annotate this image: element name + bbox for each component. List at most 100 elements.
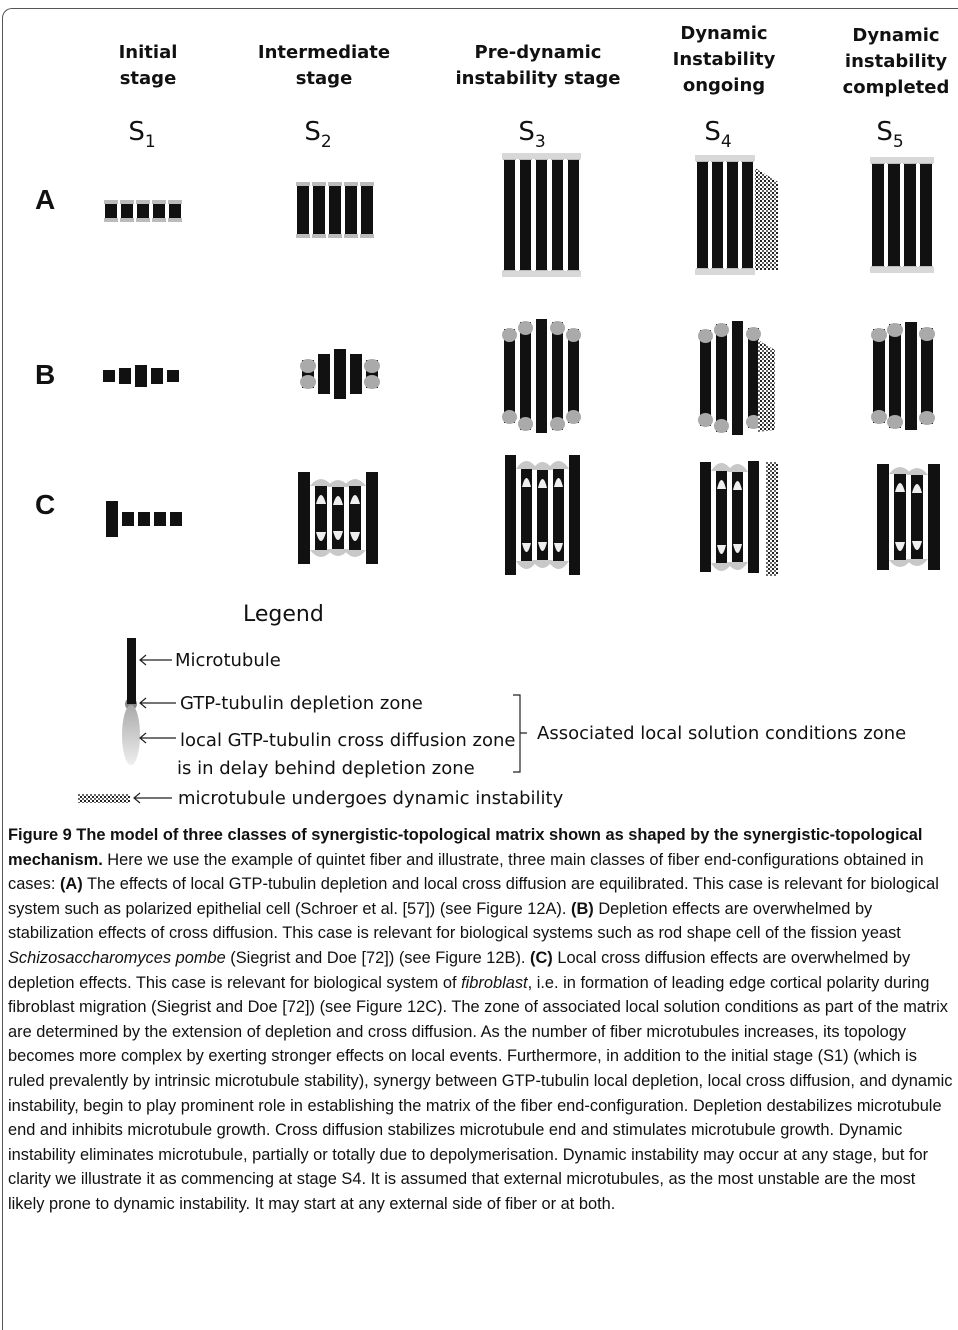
depletion-zone bbox=[502, 328, 517, 342]
depletion-zone bbox=[120, 218, 134, 222]
depletion-zone bbox=[300, 359, 316, 373]
depletion-zone bbox=[152, 218, 166, 222]
caption-text: , i.e. in formation of leading edge cort… bbox=[8, 974, 952, 1213]
fiber-bundle bbox=[700, 461, 778, 576]
fiber-bundle bbox=[877, 464, 940, 570]
microtubule bbox=[568, 159, 579, 271]
fiber-bundle bbox=[695, 155, 778, 275]
microtubule bbox=[697, 161, 708, 269]
figure-caption: Figure 9 The model of three classes of s… bbox=[8, 823, 954, 1217]
depletion-zone bbox=[312, 234, 326, 238]
microtubule bbox=[105, 203, 117, 219]
diffusion-zone bbox=[889, 467, 911, 474]
microtubule bbox=[154, 512, 166, 526]
microtubule bbox=[121, 203, 133, 219]
depletion-zone bbox=[919, 327, 935, 341]
stage-base: S bbox=[128, 117, 145, 147]
caption-text: (A) bbox=[60, 875, 83, 893]
microtubule bbox=[905, 322, 917, 430]
depletion-zone bbox=[104, 218, 118, 222]
depletion-zone bbox=[518, 417, 533, 431]
microtubule bbox=[298, 472, 310, 564]
column-title: ongoing bbox=[683, 75, 765, 96]
legend-text: Microtubule bbox=[175, 650, 281, 671]
diffusion-zone bbox=[310, 479, 332, 486]
diffusion-zone bbox=[548, 461, 569, 469]
caption-text: (Siegrist and Doe [72]) (see Figure 12B)… bbox=[226, 949, 530, 967]
depletion-zone bbox=[328, 234, 342, 238]
caption-text: fibroblast bbox=[461, 974, 528, 992]
diffusion-zone bbox=[889, 560, 911, 567]
fiber-bundle bbox=[505, 455, 580, 575]
microtubule bbox=[712, 161, 723, 269]
microtubule bbox=[334, 349, 346, 399]
stage-sub: 5 bbox=[893, 132, 904, 152]
microtubule bbox=[137, 203, 149, 219]
microtubule bbox=[329, 185, 341, 235]
depletion-zone bbox=[300, 375, 316, 389]
depletion-zone bbox=[566, 410, 581, 424]
depletion-zone bbox=[871, 410, 887, 424]
fiber-bundle bbox=[300, 349, 380, 399]
fiber-bundle bbox=[106, 501, 182, 537]
microtubule bbox=[350, 354, 362, 394]
microtubule bbox=[504, 329, 515, 423]
microtubule bbox=[889, 324, 901, 428]
microtubule bbox=[103, 370, 115, 382]
microtubule bbox=[888, 163, 900, 267]
row-label: C bbox=[35, 489, 55, 520]
column-title: stage bbox=[120, 68, 177, 89]
diffusion-zone bbox=[727, 464, 748, 472]
dynamic-instability bbox=[758, 340, 775, 432]
stage-label: S2 bbox=[304, 117, 331, 152]
diffusion-zone bbox=[906, 559, 928, 566]
fiber-bundle bbox=[502, 153, 581, 277]
depletion-zone bbox=[518, 321, 533, 335]
row-label: A bbox=[35, 184, 55, 215]
microtubule bbox=[345, 185, 357, 235]
depletion-zone bbox=[502, 271, 581, 277]
microtubule bbox=[748, 328, 759, 428]
microtubule bbox=[366, 472, 378, 564]
fiber-bundle bbox=[296, 182, 374, 238]
column-title: stage bbox=[296, 68, 353, 89]
microtubule bbox=[552, 322, 563, 430]
stage-label: S1 bbox=[128, 117, 155, 152]
depletion-zone bbox=[152, 200, 166, 204]
legend-diffusion bbox=[122, 705, 140, 765]
legend-arrows bbox=[134, 655, 527, 803]
diffusion-zone bbox=[310, 550, 332, 557]
legend-title: Legend bbox=[243, 602, 324, 627]
microtubule bbox=[569, 455, 580, 575]
caption-text: Schizosaccharomyces pombe bbox=[8, 949, 226, 967]
microtubule bbox=[742, 161, 753, 269]
stage-sub: 3 bbox=[535, 132, 546, 152]
fiber-bundle bbox=[502, 319, 581, 433]
microtubule bbox=[928, 464, 940, 570]
column-title: Pre-dynamic bbox=[475, 42, 602, 63]
depletion-zone bbox=[870, 157, 934, 163]
stage-base: S bbox=[304, 117, 321, 147]
microtubule bbox=[873, 329, 885, 423]
depletion-zone bbox=[698, 413, 713, 427]
depletion-zone bbox=[871, 328, 887, 342]
legend-microtubule bbox=[127, 638, 136, 704]
stage-sub: 4 bbox=[721, 132, 732, 152]
column-title: Dynamic bbox=[852, 25, 939, 46]
column-title: Intermediate bbox=[258, 42, 390, 63]
microtubule bbox=[106, 501, 118, 537]
legend-text: local GTP-tubulin cross diffusion zone bbox=[180, 730, 515, 751]
legend-text: GTP-tubulin depletion zone bbox=[180, 693, 423, 714]
fiber-bundle bbox=[870, 157, 934, 273]
stage-label: S5 bbox=[876, 117, 903, 152]
microtubule bbox=[700, 462, 711, 572]
depletion-zone bbox=[136, 200, 150, 204]
depletion-zone bbox=[312, 182, 326, 186]
depletion-zone bbox=[919, 411, 935, 425]
microtubule bbox=[504, 159, 515, 271]
microtubule bbox=[748, 461, 759, 573]
legend-text: is in delay behind depletion zone bbox=[177, 758, 475, 779]
depletion-zone bbox=[120, 200, 134, 204]
depletion-zone bbox=[698, 329, 713, 343]
fiber-bundle bbox=[104, 200, 182, 222]
